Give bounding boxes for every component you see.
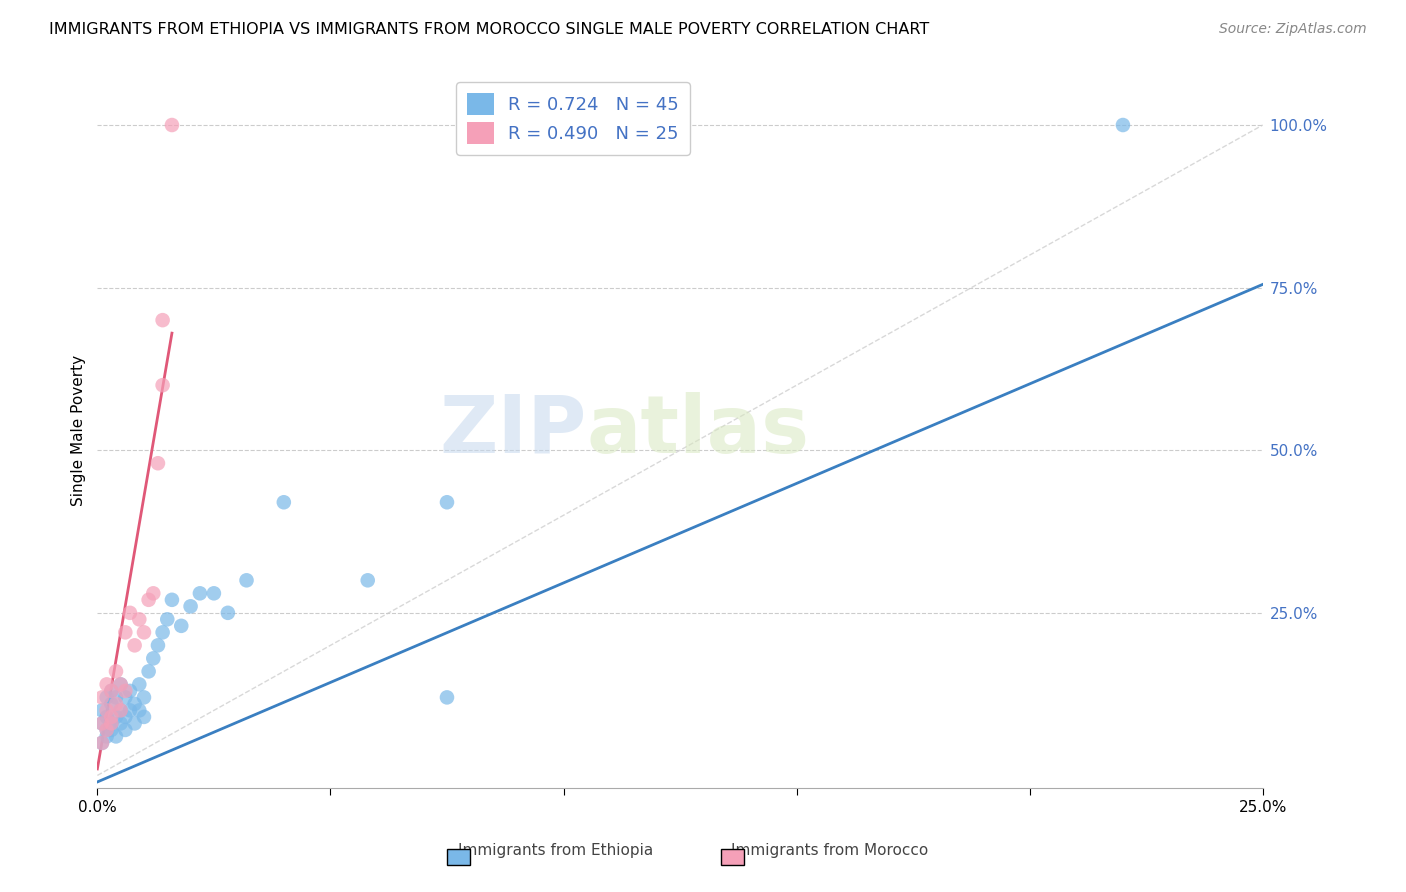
- Point: [114, 684, 136, 698]
- Text: ZIP: ZIP: [440, 392, 586, 470]
- Point: [132, 690, 155, 705]
- Point: [235, 574, 257, 588]
- Point: [170, 619, 193, 633]
- Point: [96, 723, 118, 737]
- Point: [128, 677, 150, 691]
- Point: [91, 716, 114, 731]
- Point: [100, 684, 122, 698]
- Point: [118, 684, 141, 698]
- Point: [105, 690, 128, 705]
- Point: [96, 723, 118, 737]
- Point: [124, 716, 146, 731]
- Point: [128, 612, 150, 626]
- Point: [110, 703, 132, 717]
- Point: [118, 606, 141, 620]
- Text: Immigrants from Ethiopia: Immigrants from Ethiopia: [458, 843, 652, 858]
- Point: [142, 651, 165, 665]
- Point: [96, 703, 118, 717]
- Point: [96, 690, 118, 705]
- Point: [118, 703, 141, 717]
- Point: [156, 612, 179, 626]
- Point: [105, 730, 128, 744]
- Point: [114, 690, 136, 705]
- Point: [91, 736, 114, 750]
- Point: [152, 378, 174, 392]
- Point: [128, 703, 150, 717]
- Point: [160, 118, 183, 132]
- Point: [100, 710, 122, 724]
- Point: [91, 736, 114, 750]
- Point: [357, 574, 380, 588]
- Point: [91, 690, 114, 705]
- Point: [100, 723, 122, 737]
- Point: [105, 710, 128, 724]
- Point: [100, 716, 122, 731]
- Point: [114, 710, 136, 724]
- Point: [110, 677, 132, 691]
- Point: [152, 313, 174, 327]
- Point: [146, 638, 169, 652]
- Point: [96, 677, 118, 691]
- Point: [105, 697, 128, 711]
- Point: [110, 703, 132, 717]
- Point: [436, 495, 458, 509]
- Point: [160, 592, 183, 607]
- Point: [100, 697, 122, 711]
- Text: Source: ZipAtlas.com: Source: ZipAtlas.com: [1219, 22, 1367, 37]
- Point: [273, 495, 295, 509]
- Point: [146, 456, 169, 470]
- Point: [180, 599, 202, 614]
- Point: [105, 665, 128, 679]
- Point: [110, 716, 132, 731]
- Point: [110, 677, 132, 691]
- Point: [202, 586, 225, 600]
- Point: [188, 586, 211, 600]
- Point: [436, 690, 458, 705]
- Point: [217, 606, 239, 620]
- Point: [100, 684, 122, 698]
- Text: Immigrants from Morocco: Immigrants from Morocco: [731, 843, 928, 858]
- Y-axis label: Single Male Poverty: Single Male Poverty: [72, 355, 86, 507]
- Point: [132, 625, 155, 640]
- Point: [132, 710, 155, 724]
- Point: [96, 730, 118, 744]
- Point: [100, 716, 122, 731]
- Point: [1112, 118, 1135, 132]
- Point: [138, 592, 160, 607]
- Point: [91, 703, 114, 717]
- Text: IMMIGRANTS FROM ETHIOPIA VS IMMIGRANTS FROM MOROCCO SINGLE MALE POVERTY CORRELAT: IMMIGRANTS FROM ETHIOPIA VS IMMIGRANTS F…: [49, 22, 929, 37]
- Text: atlas: atlas: [586, 392, 810, 470]
- Point: [152, 625, 174, 640]
- Point: [114, 625, 136, 640]
- Point: [114, 723, 136, 737]
- Point: [142, 586, 165, 600]
- Point: [96, 710, 118, 724]
- Point: [124, 638, 146, 652]
- Point: [138, 665, 160, 679]
- Point: [91, 716, 114, 731]
- Legend: R = 0.724   N = 45, R = 0.490   N = 25: R = 0.724 N = 45, R = 0.490 N = 25: [456, 82, 690, 155]
- Point: [124, 697, 146, 711]
